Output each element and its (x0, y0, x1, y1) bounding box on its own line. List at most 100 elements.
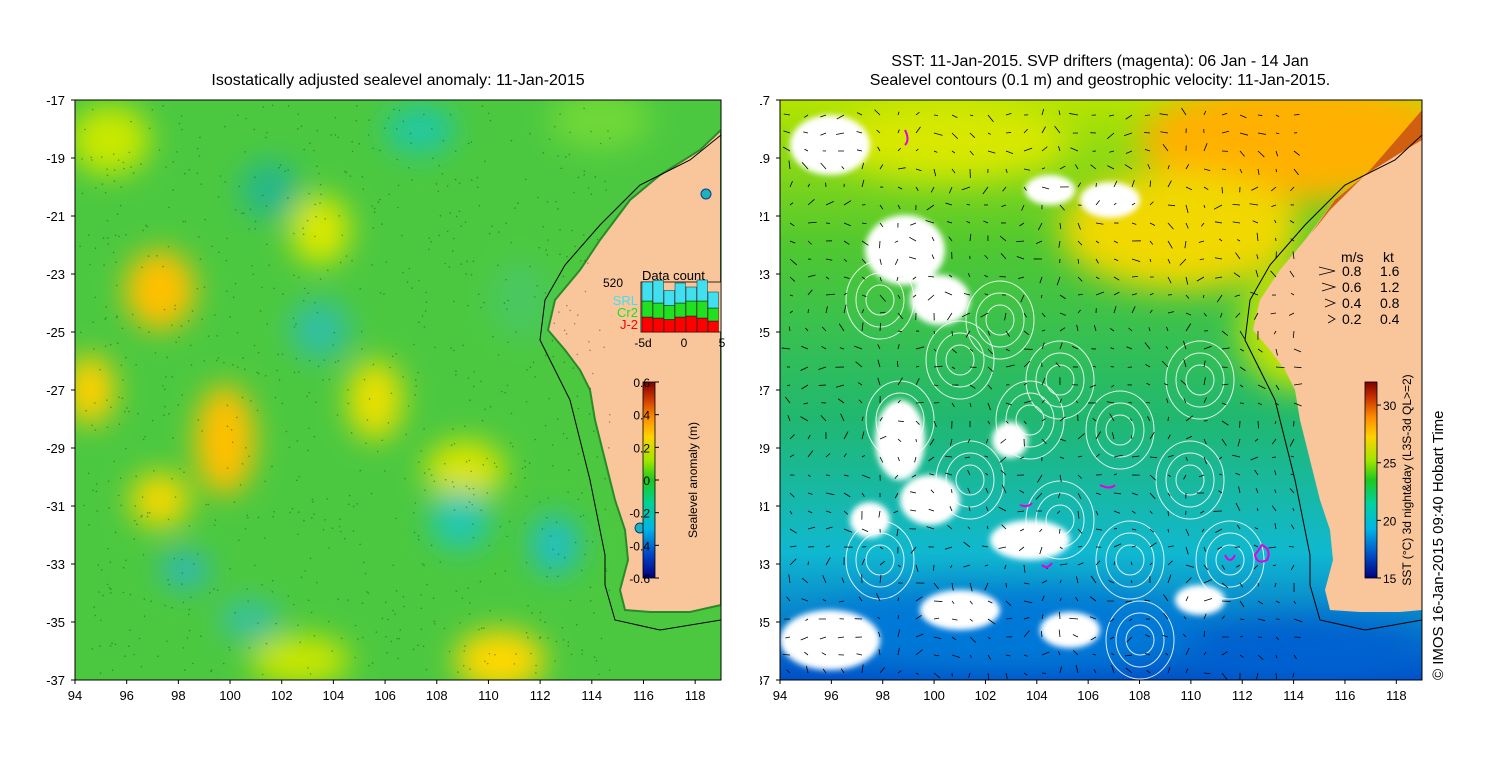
track-point (462, 344, 464, 346)
velocity-arrow (879, 164, 884, 170)
velocity-arrow (879, 546, 884, 550)
track-point (592, 372, 594, 375)
velocity-arrow (1221, 651, 1228, 656)
track-point (414, 394, 417, 396)
tide-gauge-marker[interactable] (700, 188, 712, 200)
velocity-arrow (1253, 564, 1259, 570)
velocity-arrow (1144, 114, 1151, 116)
velocity-arrow (803, 402, 809, 405)
track-point (452, 237, 455, 240)
velocity-arrow (1180, 379, 1187, 386)
track-point (373, 211, 376, 213)
track-point (383, 293, 385, 295)
velocity-arrow (1041, 146, 1048, 152)
track-point (546, 516, 548, 519)
velocity-arrow (1203, 579, 1212, 584)
velocity-arrow (841, 166, 845, 170)
track-point (95, 483, 98, 485)
track-point (504, 570, 507, 572)
track-point (390, 640, 393, 643)
velocity-arrow (1075, 664, 1079, 674)
track-point (106, 426, 109, 428)
track-point (539, 611, 542, 614)
track-point (106, 219, 109, 222)
track-point (398, 109, 401, 112)
track-point (448, 650, 451, 653)
velocity-arrow (1077, 510, 1080, 519)
track-point (229, 567, 231, 570)
track-point (243, 368, 246, 371)
track-point (254, 564, 256, 567)
track-point (296, 440, 299, 442)
velocity-arrow (1130, 435, 1133, 440)
velocity-arrow (1221, 130, 1230, 134)
track-point (470, 179, 473, 182)
velocity-arrow (807, 510, 813, 514)
velocity-arrow (1002, 186, 1007, 192)
velocity-arrow (1001, 484, 1007, 494)
velocity-arrow (1023, 582, 1030, 585)
velocity-arrow (933, 150, 938, 153)
track-point (439, 214, 442, 217)
velocity-arrow (984, 564, 989, 567)
velocity-arrow (987, 330, 991, 336)
right-panel-title-line1: SST: 11-Jan-2015. SVP drifters (magenta)… (891, 53, 1309, 70)
velocity-arrow (876, 129, 881, 134)
velocity-arrow (1203, 564, 1209, 571)
track-point (413, 343, 415, 346)
track-point (107, 243, 110, 245)
velocity-arrow (857, 382, 863, 386)
track-point (528, 462, 531, 464)
track-point (420, 628, 423, 631)
track-point (105, 305, 108, 308)
velocity-arrow (1239, 635, 1243, 638)
velocity-arrow (1198, 474, 1205, 478)
velocity-arrow (1055, 362, 1061, 368)
sealevel-anomaly-field (75, 100, 721, 680)
track-point (312, 501, 314, 503)
velocity-arrow (1290, 186, 1295, 192)
velocity-arrow (1274, 582, 1277, 588)
velocity-arrow (843, 492, 851, 498)
left-x-tick-label: 102 (271, 688, 293, 703)
track-point (551, 444, 554, 446)
track-point (472, 385, 475, 388)
velocity-arrow (1077, 433, 1085, 440)
velocity-arrow (1185, 546, 1189, 555)
velocity-arrow (843, 222, 851, 227)
track-point (567, 491, 569, 494)
track-point (359, 287, 362, 290)
velocity-arrow (825, 453, 831, 458)
track-point (151, 108, 154, 111)
left-y-tick-label: -25 (46, 325, 65, 340)
track-point (448, 266, 451, 268)
track-point (236, 331, 239, 334)
track-point (315, 401, 317, 403)
velocity-arrow (861, 309, 865, 314)
velocity-arrow (1072, 634, 1079, 638)
velocity-arrow (951, 600, 955, 605)
velocity-arrow (800, 416, 809, 422)
velocity-arrow (1292, 330, 1295, 339)
track-point (559, 228, 561, 231)
track-point (603, 346, 605, 349)
velocity-arrow (1056, 510, 1061, 514)
track-point (95, 490, 98, 493)
track-point (282, 293, 284, 295)
velocity-arrow (1235, 252, 1241, 260)
velocity-arrow (1221, 420, 1229, 426)
sealevel-contour (855, 532, 905, 588)
velocity-legend-kt: 1.2 (1380, 279, 1400, 295)
right-colorbar (1364, 381, 1378, 579)
velocity-arrow (1093, 324, 1097, 332)
track-point (408, 167, 410, 169)
track-point (423, 564, 425, 567)
track-point (423, 113, 425, 116)
track-point (421, 315, 424, 317)
track-point (233, 501, 236, 504)
velocity-arrow (969, 636, 977, 643)
velocity-arrow (1130, 580, 1133, 584)
track-point (124, 410, 126, 413)
track-point (379, 149, 381, 152)
track-point (189, 596, 192, 599)
